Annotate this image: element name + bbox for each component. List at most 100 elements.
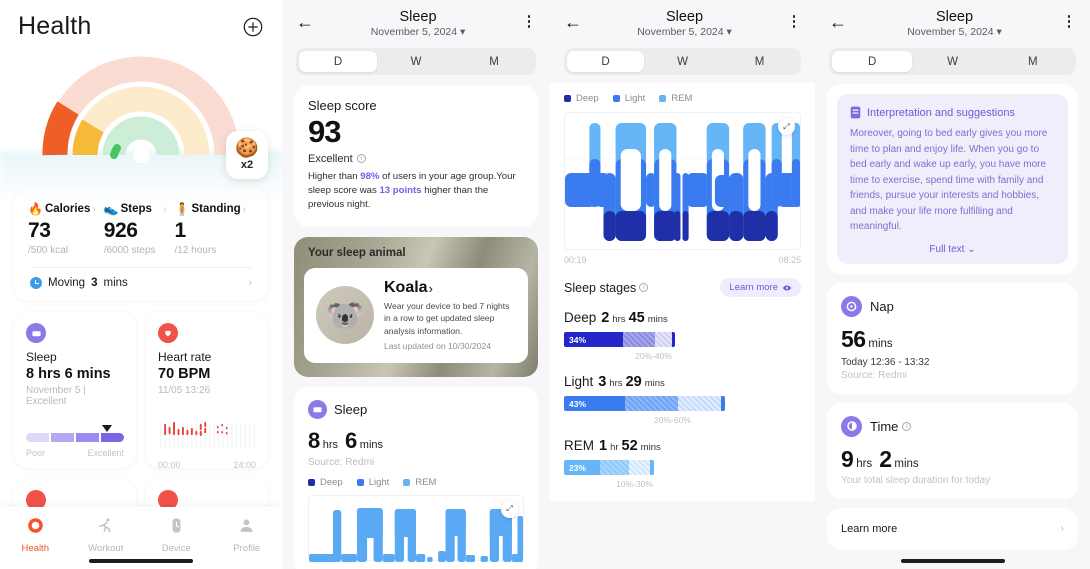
tab-month[interactable]: M: [754, 55, 765, 68]
stage-deep-endcap: [671, 332, 676, 347]
tab-device[interactable]: Device: [141, 516, 212, 554]
metric-steps[interactable]: 👟 Steps › 926 /6000 steps: [104, 202, 175, 256]
sleep-score-card: Sleep score 93 Excellent i Higher than 9…: [294, 85, 538, 227]
legend-deep: Deep: [564, 93, 599, 104]
sleep-score-description: Higher than 98% of users in your age gro…: [308, 170, 524, 213]
full-text-button[interactable]: Full text ⌄: [850, 244, 1055, 255]
info-icon[interactable]: i: [639, 283, 649, 292]
hypnogram-chart[interactable]: ⤢: [564, 112, 801, 250]
expand-icon[interactable]: ⤢: [501, 500, 518, 518]
eye-icon: [782, 285, 792, 290]
stage-light-mins-unit: mins: [644, 378, 665, 389]
tab-day[interactable]: D: [832, 51, 913, 72]
date-selector[interactable]: November 5, 2024 ▾: [582, 26, 787, 38]
hr-axis-end: 24:00: [233, 460, 256, 470]
nap-card[interactable]: Nap 56 mins Today 12:36 - 13:32 Source: …: [827, 282, 1078, 394]
tab-health[interactable]: Health: [0, 516, 71, 554]
tab-profile[interactable]: Profile: [212, 516, 283, 554]
kebab-menu-icon[interactable]: [1062, 15, 1076, 28]
koala-icon: 🐨: [325, 297, 365, 333]
nav-title: Sleep: [399, 9, 437, 25]
metric-steps-value: 926: [103, 219, 138, 242]
back-arrow-icon[interactable]: ←: [829, 12, 847, 32]
quality-low-label: Poor: [26, 448, 46, 458]
learn-more-button[interactable]: Learn more: [720, 278, 801, 297]
quality-seg-1: [26, 433, 49, 442]
time-hours-unit: hrs: [856, 457, 873, 470]
learn-more-card[interactable]: Learn more ›: [827, 507, 1078, 550]
sleep-mins: 6: [345, 427, 357, 453]
legend-rem-label: REM: [671, 93, 693, 104]
expand-icon[interactable]: ⤢: [778, 118, 795, 135]
stage-deep-mins-unit: mins: [647, 314, 668, 325]
stage-deep-hours: 2: [601, 310, 610, 326]
stage-light-hatch: [677, 396, 722, 411]
metric-calories[interactable]: 🔥 Calories › 73 /500 kcal: [28, 202, 104, 256]
tab-day[interactable]: D: [299, 51, 377, 72]
watch-icon: [172, 518, 181, 533]
nav-bar: ← Sleep November 5, 2024 ▾: [815, 0, 1090, 38]
legend-light: Light: [356, 477, 389, 488]
stage-rem-bar: 23%: [564, 460, 655, 475]
health-header: Health: [0, 0, 282, 41]
desc-part-1: Higher than: [308, 170, 361, 182]
nav-title: Sleep: [665, 9, 704, 25]
sleep-animal-card[interactable]: Your sleep animal 🐨 Koala › Wear your de…: [294, 236, 538, 377]
sleep-stages-title-row: Sleep stages i: [564, 281, 649, 295]
tab-day[interactable]: D: [567, 51, 644, 72]
interpretation-body: Moreover, going to bed early gives you m…: [850, 128, 1048, 232]
nap-time-range: Today 12:36 - 13:32: [841, 356, 930, 368]
chevron-down-icon: ▾: [726, 26, 732, 38]
chevron-down-icon: ▾: [460, 26, 466, 38]
interpretation-header: Interpretation and suggestions: [850, 106, 1055, 119]
tab-workout[interactable]: Workout: [71, 516, 142, 554]
tab-week[interactable]: W: [410, 55, 422, 68]
time-card[interactable]: Time i 9 hrs 2 mins Your total sleep dur…: [827, 402, 1078, 499]
metric-calories-label: Calories: [44, 203, 91, 215]
hypnogram-preview-chart[interactable]: ⤢: [308, 494, 524, 562]
plus-circle-icon[interactable]: [242, 16, 264, 38]
tab-week[interactable]: W: [947, 55, 958, 68]
tab-week[interactable]: W: [677, 55, 688, 68]
standing-person-icon: 🧍: [174, 202, 190, 216]
sleep-animal-heading: Your sleep animal: [308, 246, 406, 259]
back-arrow-icon[interactable]: ←: [564, 12, 582, 32]
quality-high-label: Excellent: [87, 448, 124, 458]
sleep-score-panel: ← Sleep November 5, 2024 ▾ D W M Sleep s…: [282, 0, 550, 569]
metric-steps-head: 👟 Steps ›: [104, 202, 175, 216]
stage-deep-bar: 34%: [564, 332, 676, 347]
sleep-summary-card[interactable]: Sleep 8 hrs 6 mins November 5 | Excellen…: [14, 312, 136, 468]
tab-month[interactable]: M: [489, 55, 499, 68]
back-arrow-icon[interactable]: ←: [296, 12, 314, 32]
activity-gauge[interactable]: [41, 55, 241, 163]
heart-rate-card[interactable]: Heart rate 70 BPM 11/05 13:26: [146, 312, 268, 470]
heart-icon: [26, 490, 46, 510]
stage-rem-name: REM: [564, 438, 594, 453]
tab-month[interactable]: M: [1028, 55, 1038, 68]
chevron-right-icon: ›: [242, 203, 246, 215]
date-selector[interactable]: November 5, 2024 ▾: [314, 26, 522, 38]
time-mins-unit: mins: [894, 457, 919, 470]
legend-rem-swatch: [403, 478, 411, 486]
kebab-menu-icon[interactable]: [787, 15, 801, 28]
stage-rem-endcap: [650, 460, 655, 475]
metric-standing[interactable]: 🧍 Standing › 1 /12 hours: [175, 202, 255, 256]
note-icon: [850, 106, 861, 119]
nap-head: Nap: [841, 295, 1064, 317]
sleep-animal-name-row[interactable]: Koala ›: [384, 279, 516, 297]
desc-part-3: higher than the previous night.: [308, 184, 489, 211]
heart-rate-chart: 00:00 24:00: [158, 419, 256, 470]
period-segmented-control: D W M: [564, 48, 801, 75]
kebab-menu-icon[interactable]: [522, 15, 536, 28]
date-selector[interactable]: November 5, 2024 ▾: [847, 26, 1062, 38]
info-icon[interactable]: i: [356, 154, 366, 164]
nap-unit: mins: [868, 337, 893, 350]
moving-row[interactable]: Moving 3 mins ›: [28, 268, 254, 293]
nav-bar: ← Sleep November 5, 2024 ▾: [282, 0, 550, 38]
bed-icon: [26, 323, 46, 343]
sleep-animal-inner: 🐨 Koala › Wear your device to bed 7 nigh…: [304, 267, 528, 363]
cookie-reward-badge[interactable]: 🍪 x2: [226, 131, 268, 179]
hr-card-sub: 11/05 13:26: [158, 385, 211, 396]
info-icon[interactable]: i: [902, 421, 912, 431]
